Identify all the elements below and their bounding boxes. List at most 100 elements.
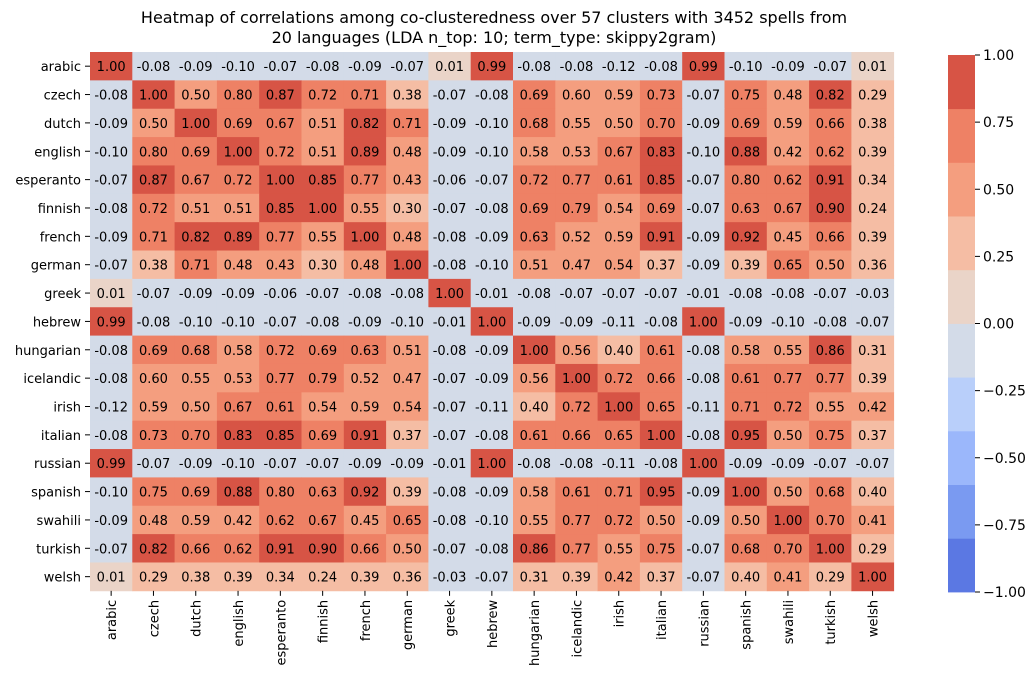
heatmap-cell-label: 0.77 — [266, 372, 295, 387]
heatmap-cell-icelandic-hebrew — [470, 363, 514, 393]
heatmap-cell-english-welsh — [851, 137, 895, 166]
heatmap-cell-label: 0.75 — [816, 429, 845, 444]
heatmap-cell-label: 0.40 — [858, 486, 887, 501]
heatmap-cell-english-spanish — [724, 137, 768, 166]
heatmap-cell-label: 0.54 — [393, 401, 422, 416]
heatmap-cell-finnish-dutch — [174, 193, 218, 223]
heatmap-cell-hungarian-czech — [132, 335, 175, 365]
heatmap-cell-turkish-italian — [639, 534, 683, 563]
heatmap-cell-russian-arabic — [90, 449, 133, 478]
heatmap-cell-esperanto-italian — [639, 165, 683, 195]
heatmap-cell-label: -0.08 — [560, 60, 594, 75]
heatmap-cell-czech-french — [343, 80, 387, 110]
heatmap-cell-swahili-greek — [428, 505, 472, 535]
heatmap-cell-label: 0.62 — [773, 174, 802, 189]
heatmap-cell-arabic-greek — [428, 52, 472, 81]
heatmap-cell-label: 0.59 — [773, 117, 802, 132]
heatmap-cell-french-irish — [597, 222, 641, 251]
heatmap-cell-hebrew-russian — [682, 307, 725, 336]
heatmap-cell-italian-german — [386, 420, 429, 450]
heatmap-cell-label: -0.10 — [475, 117, 509, 132]
heatmap-cell-label: 0.99 — [689, 60, 718, 75]
heatmap-cell-arabic-hungarian — [513, 52, 556, 81]
heatmap-cell-icelandic-welsh — [851, 363, 895, 393]
heatmap-cell-german-russian — [682, 250, 725, 280]
heatmap-cell-label: 0.77 — [816, 372, 845, 387]
y-tick-label-welsh: welsh — [44, 571, 81, 586]
heatmap-cell-icelandic-czech — [132, 363, 175, 393]
heatmap-cell-label: -0.08 — [94, 202, 128, 217]
heatmap-cell-label: -0.07 — [433, 401, 467, 416]
heatmap-cell-label: 0.72 — [604, 514, 633, 529]
heatmap-cell-esperanto-dutch — [174, 165, 218, 195]
heatmap-cell-label: -0.08 — [560, 457, 594, 472]
heatmap-cell-icelandic-spanish — [724, 363, 768, 393]
heatmap-cell-french-swahili — [766, 222, 810, 251]
y-tick-label-irish: irish — [53, 401, 81, 416]
heatmap-cell-italian-irish — [597, 420, 641, 450]
heatmap-cell-label: 0.95 — [647, 486, 676, 501]
heatmap-cell-russian-irish — [597, 449, 641, 478]
heatmap-cell-french-esperanto — [259, 222, 302, 251]
heatmap-cell-label: 0.51 — [393, 344, 422, 359]
heatmap-cell-swahili-russian — [682, 505, 725, 535]
heatmap-cell-label: 0.75 — [731, 89, 760, 104]
heatmap-cell-finnish-welsh — [851, 193, 895, 223]
heatmap-cell-label: -0.07 — [687, 542, 721, 557]
heatmap-cell-label: -0.10 — [179, 315, 213, 330]
heatmap-cell-label: 0.50 — [773, 486, 802, 501]
heatmap-cell-label: 1.00 — [689, 315, 718, 330]
heatmap-cell-german-swahili — [766, 250, 810, 280]
heatmap-cell-french-hebrew — [470, 222, 514, 251]
heatmap-cell-arabic-italian — [639, 52, 683, 81]
heatmap-cell-irish-hebrew — [470, 392, 514, 422]
heatmap-cell-label: 0.73 — [139, 429, 168, 444]
y-tick-label-spanish: spanish — [31, 486, 81, 501]
heatmap-cell-hebrew-arabic — [90, 307, 133, 336]
heatmap-cell-irish-finnish — [301, 392, 345, 422]
heatmap-cell-icelandic-russian — [682, 363, 725, 393]
heatmap-cell-icelandic-hungarian — [513, 363, 556, 393]
heatmap-cell-label: 0.42 — [773, 145, 802, 160]
heatmap-cell-label: 0.42 — [858, 401, 887, 416]
heatmap-cell-welsh-italian — [639, 562, 683, 592]
heatmap-cell-label: 0.29 — [858, 89, 887, 104]
heatmap-cell-label: -0.09 — [390, 457, 424, 472]
x-tick-label-german: german — [401, 600, 416, 650]
heatmap-cell-label: 0.69 — [224, 117, 253, 132]
heatmap-cell-russian-turkish — [809, 449, 852, 478]
heatmap-cell-label: 0.82 — [139, 542, 168, 557]
heatmap-cell-label: -0.08 — [137, 60, 171, 75]
heatmap-cell-hungarian-english — [216, 335, 260, 365]
heatmap-cell-swahili-dutch — [174, 505, 218, 535]
heatmap-cell-label: 0.50 — [731, 514, 760, 529]
heatmap-cell-label: 0.52 — [562, 230, 591, 245]
heatmap-cell-label: -0.09 — [94, 514, 128, 529]
heatmap-cell-russian-english — [216, 449, 260, 478]
colorbar-segment — [948, 55, 975, 110]
heatmap-cell-arabic-irish — [597, 52, 641, 81]
heatmap-cell-finnish-hebrew — [470, 193, 514, 223]
heatmap-cell-swahili-hebrew — [470, 505, 514, 535]
heatmap-cell-label: 0.60 — [139, 372, 168, 387]
heatmap-cell-label: -0.09 — [475, 372, 509, 387]
heatmap-cell-irish-arabic — [90, 392, 133, 422]
heatmap-cell-label: 0.82 — [350, 117, 379, 132]
heatmap-cell-french-hungarian — [513, 222, 556, 251]
heatmap-cell-czech-welsh — [851, 80, 895, 110]
heatmap-cell-label: 0.68 — [181, 344, 210, 359]
heatmap-cell-label: 0.58 — [731, 344, 760, 359]
heatmap-cell-label: -0.07 — [264, 315, 298, 330]
heatmap-cell-finnish-greek — [428, 193, 472, 223]
heatmap-cell-label: -0.09 — [94, 117, 128, 132]
heatmap-cell-label: 0.67 — [308, 514, 337, 529]
heatmap-cell-label: 0.69 — [520, 89, 549, 104]
heatmap-cell-dutch-irish — [597, 108, 641, 138]
heatmap-cell-greek-swahili — [766, 278, 810, 308]
heatmap-cell-label: -0.09 — [179, 457, 213, 472]
colorbar-segment — [948, 377, 975, 432]
heatmap-cell-label: 0.66 — [562, 429, 591, 444]
heatmap-cell-label: 0.85 — [266, 202, 295, 217]
heatmap-cell-welsh-finnish — [301, 562, 345, 592]
